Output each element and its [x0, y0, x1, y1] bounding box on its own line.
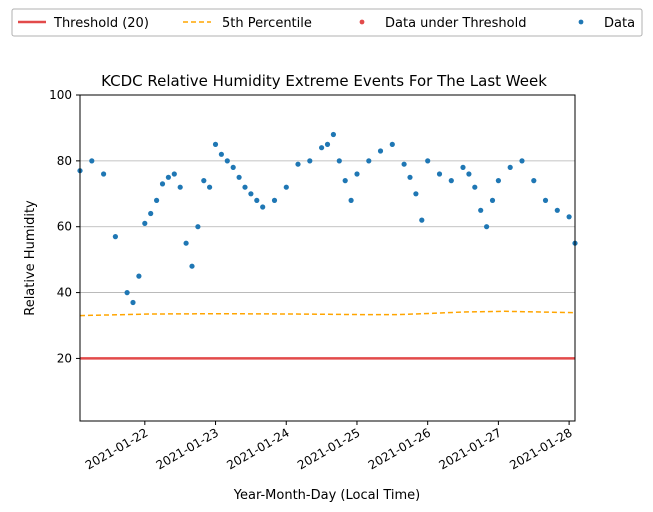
data-point	[478, 207, 484, 213]
y-tick-label-60: 60	[57, 220, 72, 234]
data-point	[389, 141, 395, 147]
data-point	[348, 197, 354, 203]
data-point	[148, 210, 154, 217]
data-point	[377, 148, 384, 154]
data-point	[542, 197, 549, 203]
legend-under-threshold-label: Data under Threshold	[385, 16, 526, 31]
data-point	[159, 181, 166, 187]
data-point	[201, 178, 207, 184]
data-point	[212, 141, 219, 147]
data-point	[254, 197, 260, 203]
data-point	[183, 240, 189, 246]
x-axis-label: Year-Month-Day (Local Time)	[233, 488, 420, 503]
x-tick-label-2021-01-22: 2021-01-22	[83, 425, 150, 472]
data-point	[242, 184, 248, 190]
y-tick-label-80: 80	[57, 154, 72, 168]
data-point	[236, 174, 242, 180]
data-point	[89, 158, 95, 164]
chart-title: KCDC Relative Humidity Extreme Events Fo…	[101, 72, 547, 90]
data-point	[489, 197, 496, 203]
data-point	[207, 184, 213, 190]
data-point	[436, 171, 443, 177]
data-point	[425, 158, 431, 164]
y-axis: 20 40 60 80 100	[49, 88, 80, 365]
data-point	[112, 234, 118, 240]
data-point	[495, 178, 501, 184]
data-point	[531, 178, 537, 184]
plot-content	[77, 131, 578, 360]
grid	[80, 94, 575, 359]
data-point	[319, 145, 325, 151]
legend-threshold-label: Threshold (20)	[53, 16, 149, 31]
data-point	[413, 191, 419, 197]
data-point	[224, 158, 230, 164]
data-point	[165, 174, 171, 180]
data-point	[419, 217, 425, 223]
percentile-line	[79, 310, 576, 317]
data-point	[401, 161, 407, 167]
data-point	[324, 141, 331, 147]
data-point	[124, 290, 130, 296]
legend-data-marker	[578, 19, 584, 25]
legend-frame	[11, 8, 643, 37]
y-axis-label: Relative Humidity	[23, 200, 38, 316]
data-point	[130, 299, 136, 306]
data-point	[136, 273, 142, 279]
data-point	[218, 151, 224, 157]
y-tick-label-40: 40	[57, 286, 72, 300]
data-point	[295, 161, 301, 167]
data-point	[448, 178, 454, 184]
data-point	[189, 263, 195, 269]
data-point	[566, 214, 572, 220]
data-point	[484, 224, 490, 230]
data-point	[154, 197, 160, 203]
data-point	[195, 224, 201, 230]
x-tick-label-2021-01-27: 2021-01-27	[436, 425, 503, 472]
data-point	[519, 158, 525, 164]
x-tick-label-2021-01-25: 2021-01-25	[295, 425, 362, 472]
y-tick-label-100: 100	[49, 88, 72, 102]
x-axis: 2021-01-22 2021-01-23 2021-01-24 2021-01-25…	[83, 421, 575, 472]
plot-frame	[79, 94, 576, 422]
data-point	[472, 184, 478, 190]
legend-under-threshold-marker	[359, 19, 365, 25]
data-point	[354, 171, 360, 177]
data-point	[460, 164, 466, 170]
data-point	[336, 158, 342, 164]
data-point	[177, 184, 183, 190]
data-point	[342, 178, 348, 184]
data-point	[366, 158, 372, 164]
data-point	[101, 171, 107, 177]
data-point	[407, 174, 413, 180]
data-point	[507, 164, 513, 170]
data-point	[466, 171, 472, 177]
data-point	[230, 164, 236, 170]
x-tick-label-2021-01-24: 2021-01-24	[224, 425, 291, 472]
x-tick-label-2021-01-23: 2021-01-23	[154, 425, 221, 472]
data-point	[271, 197, 278, 203]
data-point	[330, 131, 336, 138]
data-point	[283, 184, 289, 190]
data-point	[171, 171, 177, 177]
series-data	[77, 131, 578, 306]
x-tick-label-2021-01-26: 2021-01-26	[366, 425, 433, 472]
legend: Threshold (20) 5th Percentile Data under…	[11, 8, 643, 37]
data-point	[307, 158, 313, 164]
x-tick-label-2021-01-28: 2021-01-28	[507, 425, 574, 472]
data-point	[260, 204, 266, 210]
data-point	[142, 220, 148, 226]
legend-data-label: Data	[604, 16, 635, 31]
y-tick-label-20: 20	[57, 351, 72, 365]
data-point	[248, 191, 254, 197]
legend-percentile-label: 5th Percentile	[222, 16, 312, 31]
data-point	[554, 207, 560, 213]
